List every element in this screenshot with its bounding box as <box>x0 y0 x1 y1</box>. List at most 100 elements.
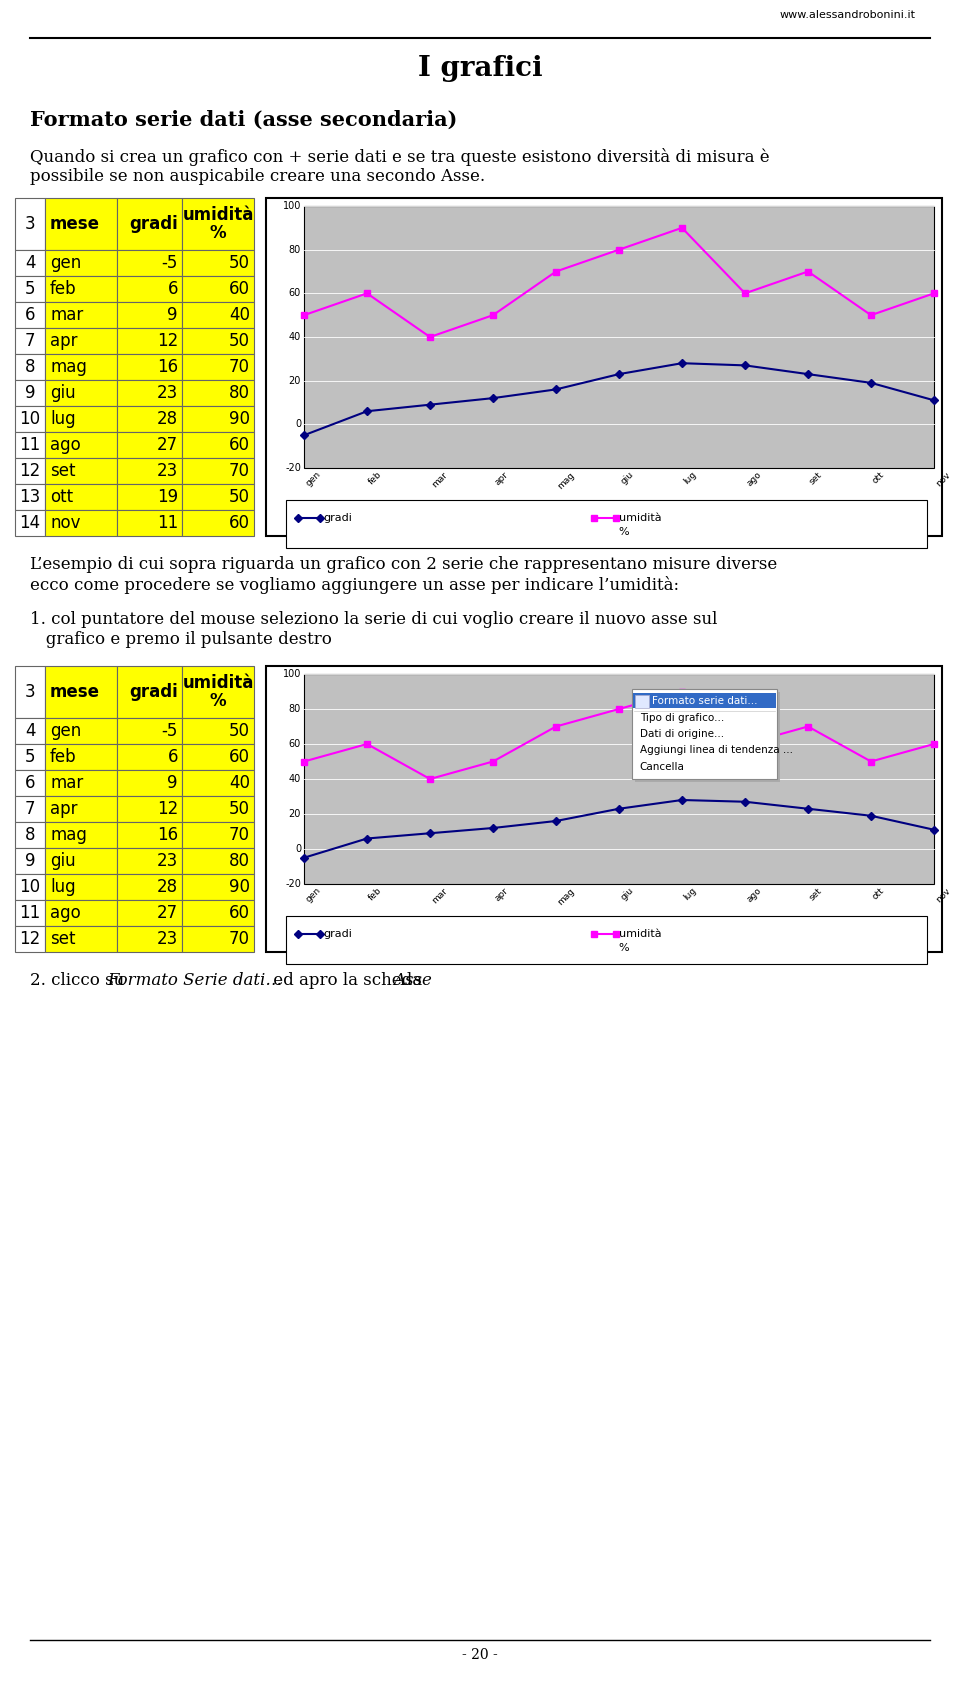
Text: 60: 60 <box>229 515 250 532</box>
Text: 80: 80 <box>289 705 301 713</box>
Bar <box>45 848 117 875</box>
Bar <box>15 510 45 537</box>
Text: 4: 4 <box>25 722 36 740</box>
Bar <box>15 875 45 900</box>
Bar <box>15 353 45 380</box>
Text: 11: 11 <box>19 436 40 454</box>
Text: 8: 8 <box>25 358 36 377</box>
Text: 100: 100 <box>282 202 301 210</box>
Bar <box>45 822 117 848</box>
Text: nov: nov <box>934 469 952 488</box>
Bar <box>45 380 117 405</box>
Bar <box>45 875 117 900</box>
Text: gradi: gradi <box>323 928 352 939</box>
Text: 100: 100 <box>282 669 301 680</box>
Text: set: set <box>50 930 76 949</box>
Bar <box>117 251 182 276</box>
Text: mar: mar <box>50 774 84 792</box>
Bar <box>45 405 117 432</box>
Text: 27: 27 <box>156 903 178 922</box>
Text: 6: 6 <box>25 306 36 325</box>
Text: ott: ott <box>871 469 886 486</box>
Text: 2. clicco su: 2. clicco su <box>30 972 130 989</box>
Text: 12: 12 <box>19 930 40 949</box>
Text: mag: mag <box>556 886 577 907</box>
Text: 16: 16 <box>156 358 178 377</box>
Bar <box>15 328 45 353</box>
Text: mese: mese <box>50 215 100 234</box>
Text: ago: ago <box>745 469 763 488</box>
Text: 12: 12 <box>156 331 178 350</box>
Bar <box>182 900 254 927</box>
Text: mag: mag <box>50 358 86 377</box>
Text: 60: 60 <box>229 279 250 298</box>
Bar <box>117 822 182 848</box>
Text: gen: gen <box>50 722 82 740</box>
Bar <box>15 900 45 927</box>
Bar <box>635 691 780 782</box>
Text: 4: 4 <box>25 254 36 272</box>
Bar <box>182 276 254 303</box>
Text: 60: 60 <box>229 748 250 765</box>
Text: 20: 20 <box>289 375 301 385</box>
Bar <box>117 900 182 927</box>
Text: www.alessandrobonini.it: www.alessandrobonini.it <box>780 10 916 20</box>
Text: 50: 50 <box>229 254 250 272</box>
Text: 9: 9 <box>25 383 36 402</box>
Text: 11: 11 <box>19 903 40 922</box>
Text: set: set <box>808 469 825 486</box>
Text: nov: nov <box>934 886 952 905</box>
Bar <box>182 848 254 875</box>
Text: 19: 19 <box>156 488 178 506</box>
Text: 6: 6 <box>25 774 36 792</box>
Bar <box>304 205 934 468</box>
Text: Tipo di grafico...: Tipo di grafico... <box>639 713 724 723</box>
Bar <box>15 405 45 432</box>
Text: 40: 40 <box>229 774 250 792</box>
Bar <box>182 458 254 484</box>
Text: Dati di origine...: Dati di origine... <box>639 728 724 738</box>
Text: 12: 12 <box>19 463 40 479</box>
Bar <box>15 770 45 796</box>
Bar <box>632 690 777 779</box>
Bar <box>117 484 182 510</box>
Bar <box>45 796 117 822</box>
Bar <box>15 927 45 952</box>
Text: 3: 3 <box>25 683 36 701</box>
Text: mag: mag <box>50 826 86 844</box>
Text: giu: giu <box>619 469 636 486</box>
Bar <box>45 743 117 770</box>
Text: feb: feb <box>50 748 77 765</box>
Text: gen: gen <box>50 254 82 272</box>
Bar <box>117 353 182 380</box>
Text: apr: apr <box>50 801 78 817</box>
Text: 90: 90 <box>229 410 250 427</box>
Bar <box>286 917 927 964</box>
Text: 27: 27 <box>156 436 178 454</box>
Text: ecco come procedere se vogliamo aggiungere un asse per indicare l’umidità:: ecco come procedere se vogliamo aggiunge… <box>30 575 679 594</box>
Bar <box>15 822 45 848</box>
Text: 10: 10 <box>19 410 40 427</box>
Text: I grafici: I grafici <box>418 56 542 82</box>
Bar <box>182 484 254 510</box>
Text: -20: -20 <box>285 463 301 473</box>
Text: 10: 10 <box>19 878 40 897</box>
Text: 70: 70 <box>229 930 250 949</box>
Text: lug: lug <box>682 886 698 902</box>
Text: lug: lug <box>682 469 698 486</box>
Bar <box>182 718 254 743</box>
Text: 50: 50 <box>229 722 250 740</box>
Bar <box>266 666 942 952</box>
Bar <box>45 484 117 510</box>
Text: 5: 5 <box>25 748 36 765</box>
Text: giu: giu <box>619 886 636 902</box>
Text: %: % <box>618 944 630 954</box>
Text: 90: 90 <box>229 878 250 897</box>
Text: 23: 23 <box>156 853 178 870</box>
Text: Cancella: Cancella <box>639 762 684 772</box>
Text: 8: 8 <box>25 826 36 844</box>
Text: 12: 12 <box>156 801 178 817</box>
Text: umidità: umidità <box>618 928 661 939</box>
Bar <box>15 380 45 405</box>
Bar <box>15 718 45 743</box>
